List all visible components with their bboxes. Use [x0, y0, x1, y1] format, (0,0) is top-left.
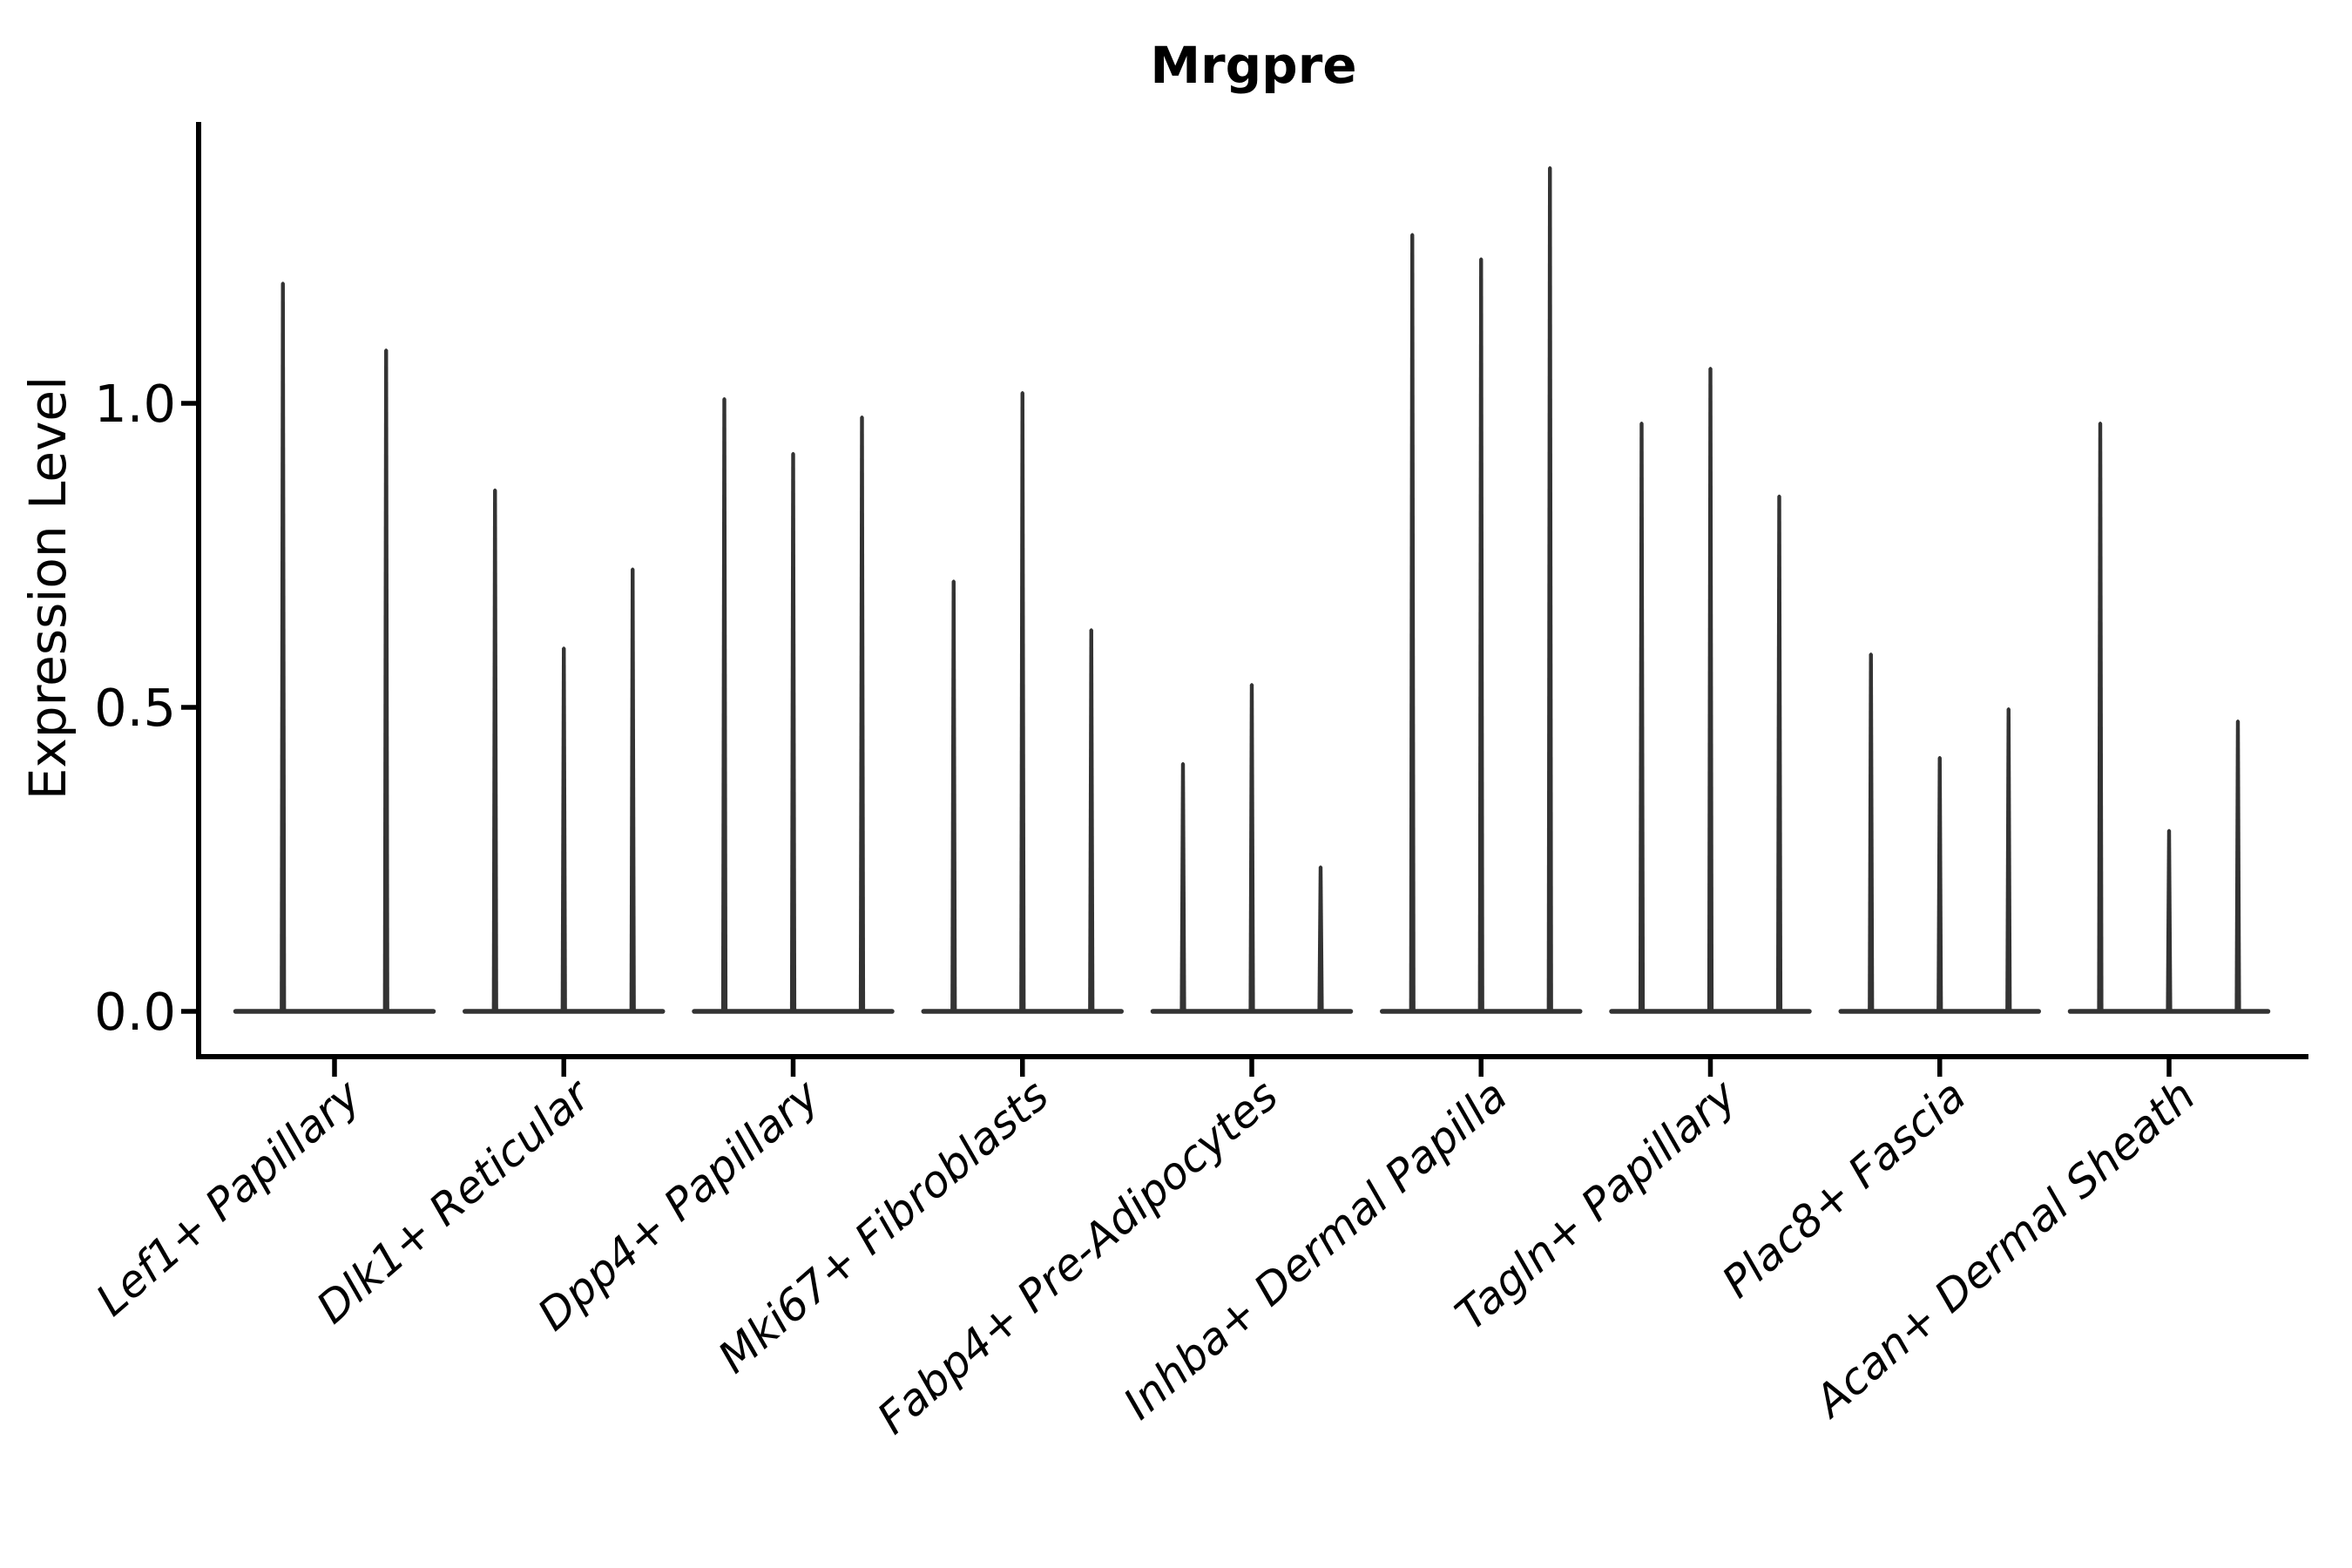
violin-tail	[1936, 755, 1943, 1011]
x-tick-label: Plac8+ Fascia	[1713, 1070, 1976, 1308]
violin-tail	[1638, 421, 1646, 1011]
violin-tail	[1409, 233, 1416, 1011]
chart-title: Mrgpre	[1150, 36, 1356, 95]
violin-tail	[382, 348, 389, 1011]
violin-tail	[2097, 421, 2104, 1011]
x-tick-label: Inhba+ Dermal Papilla	[1114, 1070, 1517, 1429]
violin-tail	[560, 646, 567, 1011]
violin-tail	[1775, 494, 1783, 1011]
violin-tail	[1179, 761, 1186, 1011]
violin-layer	[233, 166, 2271, 1014]
violin-tail	[2234, 719, 2241, 1011]
y-tick-label: 0.0	[94, 982, 176, 1042]
x-tick-label: Acan+ Dermal Sheath	[1803, 1070, 2205, 1428]
y-tick-label: 0.5	[94, 678, 176, 738]
violin-tail	[1546, 166, 1553, 1011]
violin-tail	[1317, 865, 1324, 1011]
violin-tail	[1868, 652, 1875, 1011]
violin-tail	[491, 488, 498, 1011]
violin-tail	[1088, 628, 1095, 1011]
y-tick-label: 1.0	[94, 374, 176, 434]
violin-tail	[1477, 257, 1484, 1012]
y-axis-label: Expression Level	[18, 376, 78, 800]
violin-tail	[789, 451, 797, 1011]
axes-layer: 0.0 0.5 1.0	[94, 122, 2308, 1077]
violin-tail	[2166, 828, 2173, 1011]
violin-tail	[1019, 391, 1026, 1011]
violin-tail	[720, 397, 728, 1011]
violin-tail	[2005, 707, 2012, 1011]
violin-tail	[950, 579, 957, 1011]
violin-tail	[629, 567, 636, 1011]
violin-tail	[1248, 683, 1255, 1011]
violin-tail	[858, 415, 866, 1012]
violin-tail	[1707, 367, 1714, 1011]
violin-tail	[280, 281, 287, 1011]
x-tick-label: Fabp4+ Pre-Adipocytes	[868, 1070, 1288, 1443]
